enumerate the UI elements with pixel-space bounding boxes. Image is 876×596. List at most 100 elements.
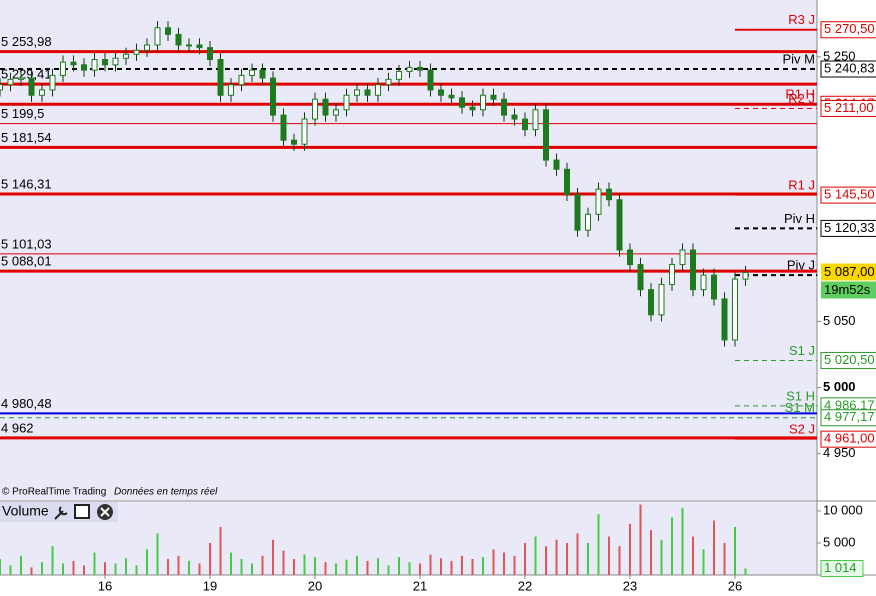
candle-body [91,59,98,71]
candle-body [543,109,549,161]
close-cross[interactable] [100,507,110,517]
level-label: 5 270,50 [824,21,875,36]
candle-body [60,61,66,76]
level-name: S1 M [785,400,815,415]
candle-body [354,89,360,96]
candle-body [112,57,119,66]
level-label-box [820,409,876,427]
volume-bar [62,563,64,575]
volume-bar [734,526,736,575]
candle-body [616,199,623,251]
volume-bar [293,558,295,575]
candle-body [438,89,444,96]
candle-body [711,274,717,300]
volume-bar [702,549,705,575]
volume-bar [723,542,726,575]
level-label: 4 977,17 [824,409,875,424]
candle-body [385,78,392,86]
candle-body [553,159,560,170]
candle-body [679,249,686,266]
volume-bar [51,546,54,575]
volume-bar [398,557,400,575]
candle-body [427,69,434,91]
volume-bar [555,539,558,575]
candle-body [637,264,644,291]
volume-bar [125,558,127,575]
candle-body [522,118,528,131]
level-name: R2 J [788,91,815,106]
y-tick-label: 10 000 [823,502,863,517]
candle-body [532,109,539,131]
volume-bar [41,562,43,575]
level-name: Piv M [783,51,816,66]
candle-body [658,283,665,316]
countdown-box [821,281,876,299]
x-tick-label: 16 [98,578,112,593]
level-name: Piv H [784,211,815,226]
level-label: 5 240,83 [824,60,875,75]
volume-bar [188,560,190,575]
volume-bar [104,562,106,575]
candle-body [175,33,182,46]
x-tick-label: 26 [728,578,742,593]
candle-body [70,61,77,66]
volume-bar [156,533,159,575]
volume-bar [534,536,537,575]
level-label: 4 980,48 [1,396,52,411]
candle-body [721,298,728,341]
candle-body [469,106,476,111]
volume-bar [9,565,12,575]
window-icon[interactable] [74,504,90,519]
volume-tools[interactable] [54,504,113,520]
volume-bar [566,542,568,575]
volume-bar [545,546,547,575]
volume-bar [366,560,369,575]
watermark: © ProRealTime Trading [2,487,106,498]
volume-bar [177,555,180,575]
candle-body [301,118,308,145]
candle-body [448,94,455,99]
volume-bar [377,558,379,575]
candle-body [501,98,507,116]
level-label: 5 199,5 [1,106,44,121]
candle-body [154,27,161,46]
candle-body [564,168,570,195]
volume-bar [513,555,516,575]
candle-body [459,97,465,108]
x-tick-label: 19 [203,578,217,593]
candle-body [165,27,171,35]
volume-bar [471,558,474,575]
level-label: 5 145,50 [824,187,875,202]
settings-icon[interactable] [54,506,68,520]
candle-body [228,84,234,96]
candle-body [49,74,56,91]
candle-body [280,114,287,141]
candle-body [196,44,203,49]
level-label-box [820,60,876,78]
candle-body [238,74,245,86]
y-tick-label: 5 000 [823,534,856,549]
volume-bar [198,563,201,575]
volume-bar [93,552,96,575]
volume-bar [597,514,600,575]
candle-body [406,66,413,72]
candle-body [396,70,402,80]
level-name: R1 H [785,87,815,102]
volume-bar [461,555,463,575]
candle-body [186,44,192,47]
volume-bar [167,558,169,575]
volume-bar [219,526,222,575]
level-label: 4 986,17 [824,397,875,412]
source-note: Données en temps réel [114,487,218,498]
candle-body [259,69,266,79]
volume-bar [83,565,85,575]
candle-body [690,249,696,291]
volume-bar [72,560,75,575]
candle-body [312,98,318,120]
volume-bar [324,562,327,575]
volume-bar [629,523,631,575]
candle-body [364,89,371,96]
volume-bar [0,558,1,575]
